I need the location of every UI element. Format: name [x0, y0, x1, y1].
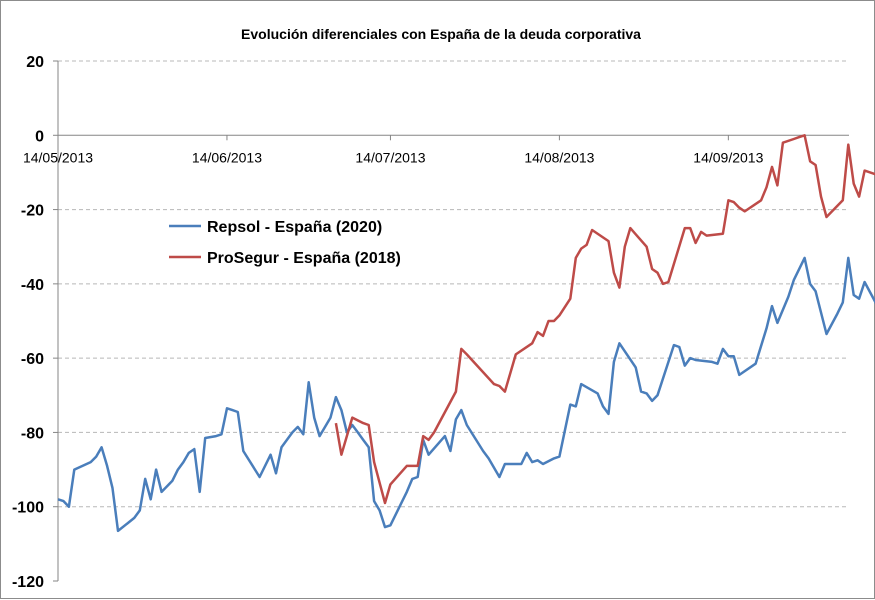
axes	[53, 60, 849, 582]
y-tick-label: -60	[21, 351, 44, 368]
y-tick-label: -80	[21, 425, 44, 442]
series-lines	[57, 134, 875, 533]
chart-title: Evolución diferenciales con España de la…	[241, 26, 641, 42]
y-tick-label: 20	[26, 54, 44, 71]
x-tick-label: 14/05/2013	[23, 149, 93, 165]
y-tick-label: -100	[12, 500, 44, 517]
series-line-2	[334, 134, 875, 505]
gridlines	[58, 60, 849, 508]
y-tick-label: -120	[12, 574, 44, 591]
y-axis-tick-labels: 20 0 -20 -40 -60 -80 -100 -120	[12, 54, 44, 591]
y-tick-label: -20	[21, 203, 44, 220]
y-tick-label: -40	[21, 277, 44, 294]
x-axis-tick-labels: 14/05/2013 14/06/2013 14/07/2013 14/08/2013…	[23, 149, 764, 165]
legend-label-1: Repsol - España (2020)	[207, 219, 382, 236]
x-tick-label: 14/09/2013	[693, 149, 763, 165]
x-tick-label: 14/07/2013	[355, 149, 425, 165]
series-line-1	[57, 256, 875, 533]
x-tick-label: 14/08/2013	[524, 149, 594, 165]
legend: Repsol - España (2020) ProSegur - España …	[169, 219, 401, 267]
y-tick-label: 0	[35, 128, 44, 145]
x-tick-label: 14/06/2013	[192, 149, 262, 165]
legend-label-2: ProSegur - España (2018)	[207, 250, 401, 267]
